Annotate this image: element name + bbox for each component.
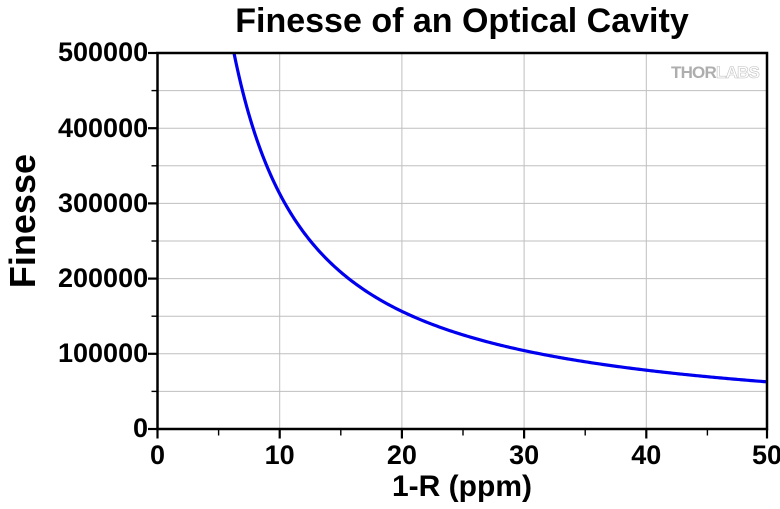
svg-text:THOR: THOR [671,63,716,82]
svg-text:LABS: LABS [716,63,760,82]
